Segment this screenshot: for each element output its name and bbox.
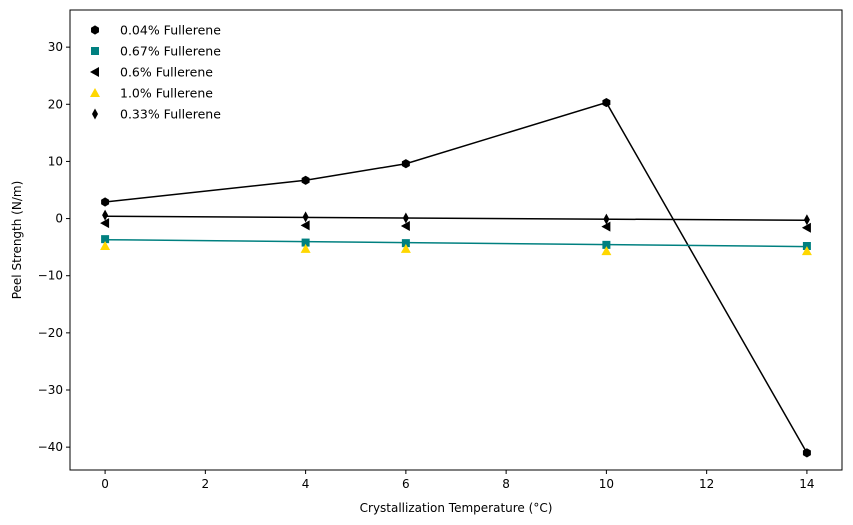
data-point xyxy=(601,221,611,232)
data-point xyxy=(101,197,110,207)
data-point xyxy=(400,221,410,231)
data-point xyxy=(100,241,111,250)
data-point xyxy=(401,239,410,248)
legend-marker xyxy=(91,47,99,55)
y-tick-label: −10 xyxy=(38,269,63,283)
x-tick-label: 8 xyxy=(502,477,510,491)
legend-label: 0.33% Fullerene xyxy=(120,107,221,122)
data-point xyxy=(801,246,812,256)
data-point xyxy=(803,214,810,226)
legend-label: 0.04% Fullerene xyxy=(120,23,221,38)
fit-line xyxy=(105,101,808,454)
data-point xyxy=(100,218,110,229)
data-point xyxy=(602,97,611,108)
legend-label: 1.0% Fullerene xyxy=(120,86,213,101)
legend-label: 0.6% Fullerene xyxy=(120,65,213,80)
x-axis-label: Crystallization Temperature (°C) xyxy=(360,501,553,515)
data-point xyxy=(402,212,409,224)
legend-label: 0.67% Fullerene xyxy=(120,44,221,59)
y-tick-label: −30 xyxy=(38,383,63,397)
fit-lines xyxy=(105,101,808,454)
data-point xyxy=(300,243,311,253)
y-tick-label: −20 xyxy=(38,326,63,340)
data-point xyxy=(401,159,410,169)
data-point xyxy=(603,213,610,225)
y-tick-label: 10 xyxy=(48,154,63,168)
y-tick-label: 20 xyxy=(48,97,63,111)
data-point xyxy=(300,220,310,231)
data-point xyxy=(101,235,110,244)
data-point xyxy=(102,209,109,221)
data-point xyxy=(802,448,811,458)
x-axis-ticks: 0 2 4 6 8 10 12 14 xyxy=(101,470,815,491)
x-tick-label: 6 xyxy=(402,477,410,491)
data-point xyxy=(301,175,310,185)
x-tick-label: 0 xyxy=(101,477,109,491)
x-tick-label: 2 xyxy=(202,477,210,491)
y-tick-label: 0 xyxy=(55,212,63,226)
fit-line xyxy=(105,238,807,248)
y-tick-label: −40 xyxy=(38,440,63,454)
plot-frame xyxy=(69,9,843,471)
x-tick-label: 14 xyxy=(799,477,814,491)
fit-line xyxy=(105,215,807,222)
legend-marker xyxy=(90,88,100,97)
data-point xyxy=(601,246,612,256)
data-point xyxy=(802,242,811,250)
legend-marker xyxy=(90,67,99,77)
y-axis-ticks: −40 −30 −20 −10 0 10 20 30 xyxy=(38,40,70,454)
y-axis-label: Peel Strength (N/m) xyxy=(10,181,24,300)
data-point xyxy=(400,243,411,253)
x-tick-label: 4 xyxy=(302,477,310,491)
x-tick-label: 12 xyxy=(699,477,714,491)
legend-marker xyxy=(92,108,98,120)
legend: 0.04% Fullerene 0.67% Fullerene 0.6% Fulle… xyxy=(90,23,221,122)
data-point xyxy=(602,240,611,249)
x-tick-label: 10 xyxy=(599,477,614,491)
y-tick-label: 30 xyxy=(48,40,63,54)
data-point xyxy=(302,211,309,223)
data-points xyxy=(100,97,812,458)
legend-marker xyxy=(91,25,99,35)
data-point xyxy=(801,222,811,233)
data-point xyxy=(301,238,310,247)
